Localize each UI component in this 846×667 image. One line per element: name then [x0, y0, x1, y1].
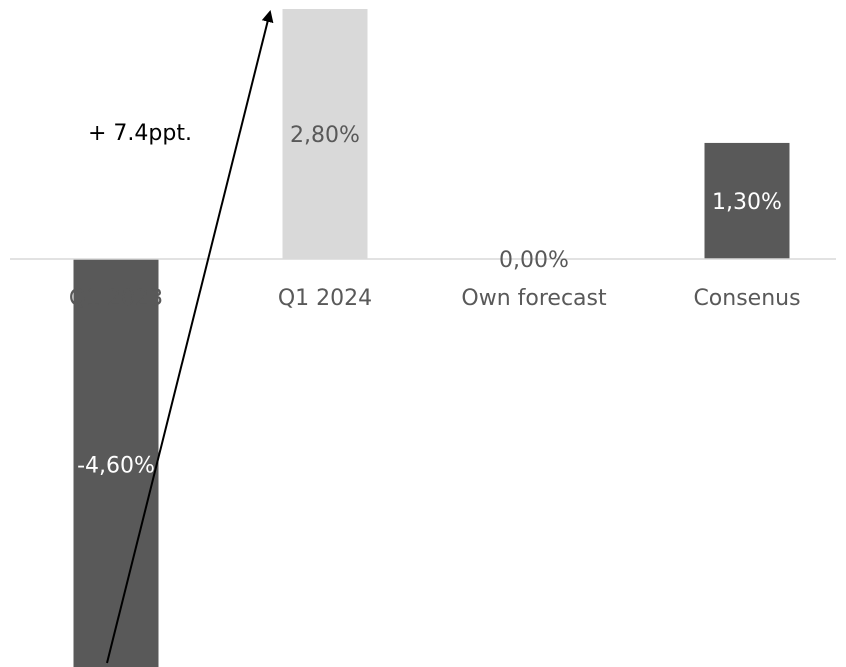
category-label-3: Consenus [693, 286, 800, 311]
category-label-0: Q1 2023 [69, 286, 163, 311]
bar-3 [704, 142, 790, 259]
change-arrow [106, 10, 274, 664]
change-annotation: + 7.4ppt. [88, 121, 192, 146]
category-labels-layer: Q1 2023 Q1 2024 Own forecast Consenus [69, 286, 801, 311]
bars-layer [73, 9, 790, 667]
bar-1 [282, 9, 368, 259]
value-labels-layer: -4,60% 2,80% 0,00% 1,30% [77, 123, 782, 478]
value-label-1: 2,80% [290, 123, 360, 148]
value-label-3: 1,30% [712, 190, 782, 215]
category-label-2: Own forecast [461, 286, 607, 311]
category-label-1: Q1 2024 [278, 286, 372, 311]
bar-0 [73, 259, 159, 667]
value-label-2: 0,00% [499, 248, 569, 273]
value-label-0: -4,60% [77, 453, 155, 478]
